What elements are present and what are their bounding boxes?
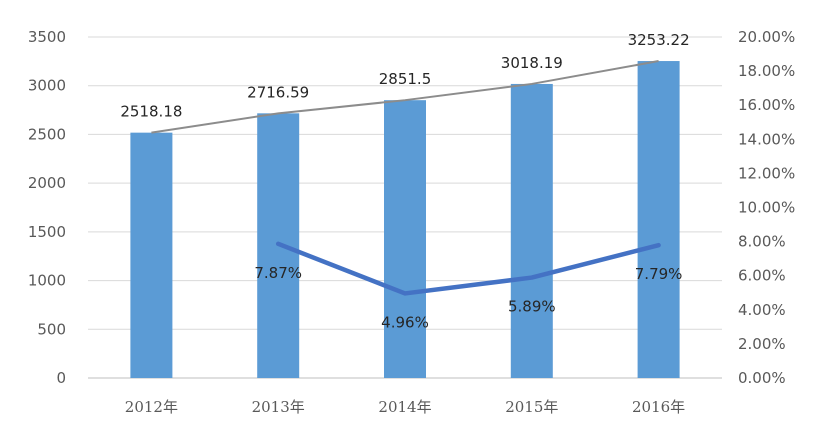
bar-value-label: 3018.19: [501, 54, 563, 72]
bar: [384, 100, 426, 378]
y-right-tick-label: 0.00%: [738, 369, 786, 387]
bar-value-label: 2716.59: [247, 83, 309, 101]
y-left-tick-label: 500: [37, 320, 66, 338]
y-right-tick-label: 14.00%: [738, 130, 795, 148]
x-tick-label: 2016年: [632, 398, 685, 416]
x-tick-label: 2012年: [125, 398, 178, 416]
growth-rate-label: 5.89%: [508, 298, 556, 316]
y-right-tick-label: 4.00%: [738, 301, 786, 319]
y-left-tick-label: 1500: [28, 223, 66, 241]
x-tick-label: 2015年: [505, 398, 558, 416]
growth-rate-label: 7.87%: [254, 264, 302, 282]
y-right-tick-label: 6.00%: [738, 267, 786, 285]
y-right-tick-label: 12.00%: [738, 164, 795, 182]
trend-line: [151, 60, 659, 134]
growth-rate-line: [275, 241, 661, 296]
y-right-tick-label: 18.00%: [738, 62, 795, 80]
bar-value-label: 2851.5: [379, 70, 432, 88]
y-right-tick-label: 20.00%: [738, 28, 795, 46]
bar: [130, 132, 173, 378]
growth-rate-label: 4.96%: [381, 313, 429, 331]
growth-rate-label: 7.79%: [635, 265, 683, 283]
y-left-tick-label: 3500: [28, 28, 66, 46]
y-left-tick-label: 2000: [28, 174, 66, 192]
y-right-tick-label: 10.00%: [738, 199, 795, 217]
y-left-tick-label: 0: [56, 369, 66, 387]
y-left-tick-label: 2500: [28, 125, 66, 143]
y-left-tick-label: 1000: [28, 272, 66, 290]
y-right-tick-label: 16.00%: [738, 96, 795, 114]
y-right-tick-label: 8.00%: [738, 233, 786, 251]
bar-value-label: 3253.22: [628, 31, 690, 49]
x-tick-label: 2014年: [378, 398, 431, 416]
bar: [510, 83, 553, 378]
x-tick-label: 2013年: [252, 398, 305, 416]
y-left-tick-label: 3000: [28, 77, 66, 95]
bar-value-label: 2518.18: [120, 103, 182, 121]
bar: [637, 61, 680, 378]
y-right-tick-label: 2.00%: [738, 335, 786, 353]
